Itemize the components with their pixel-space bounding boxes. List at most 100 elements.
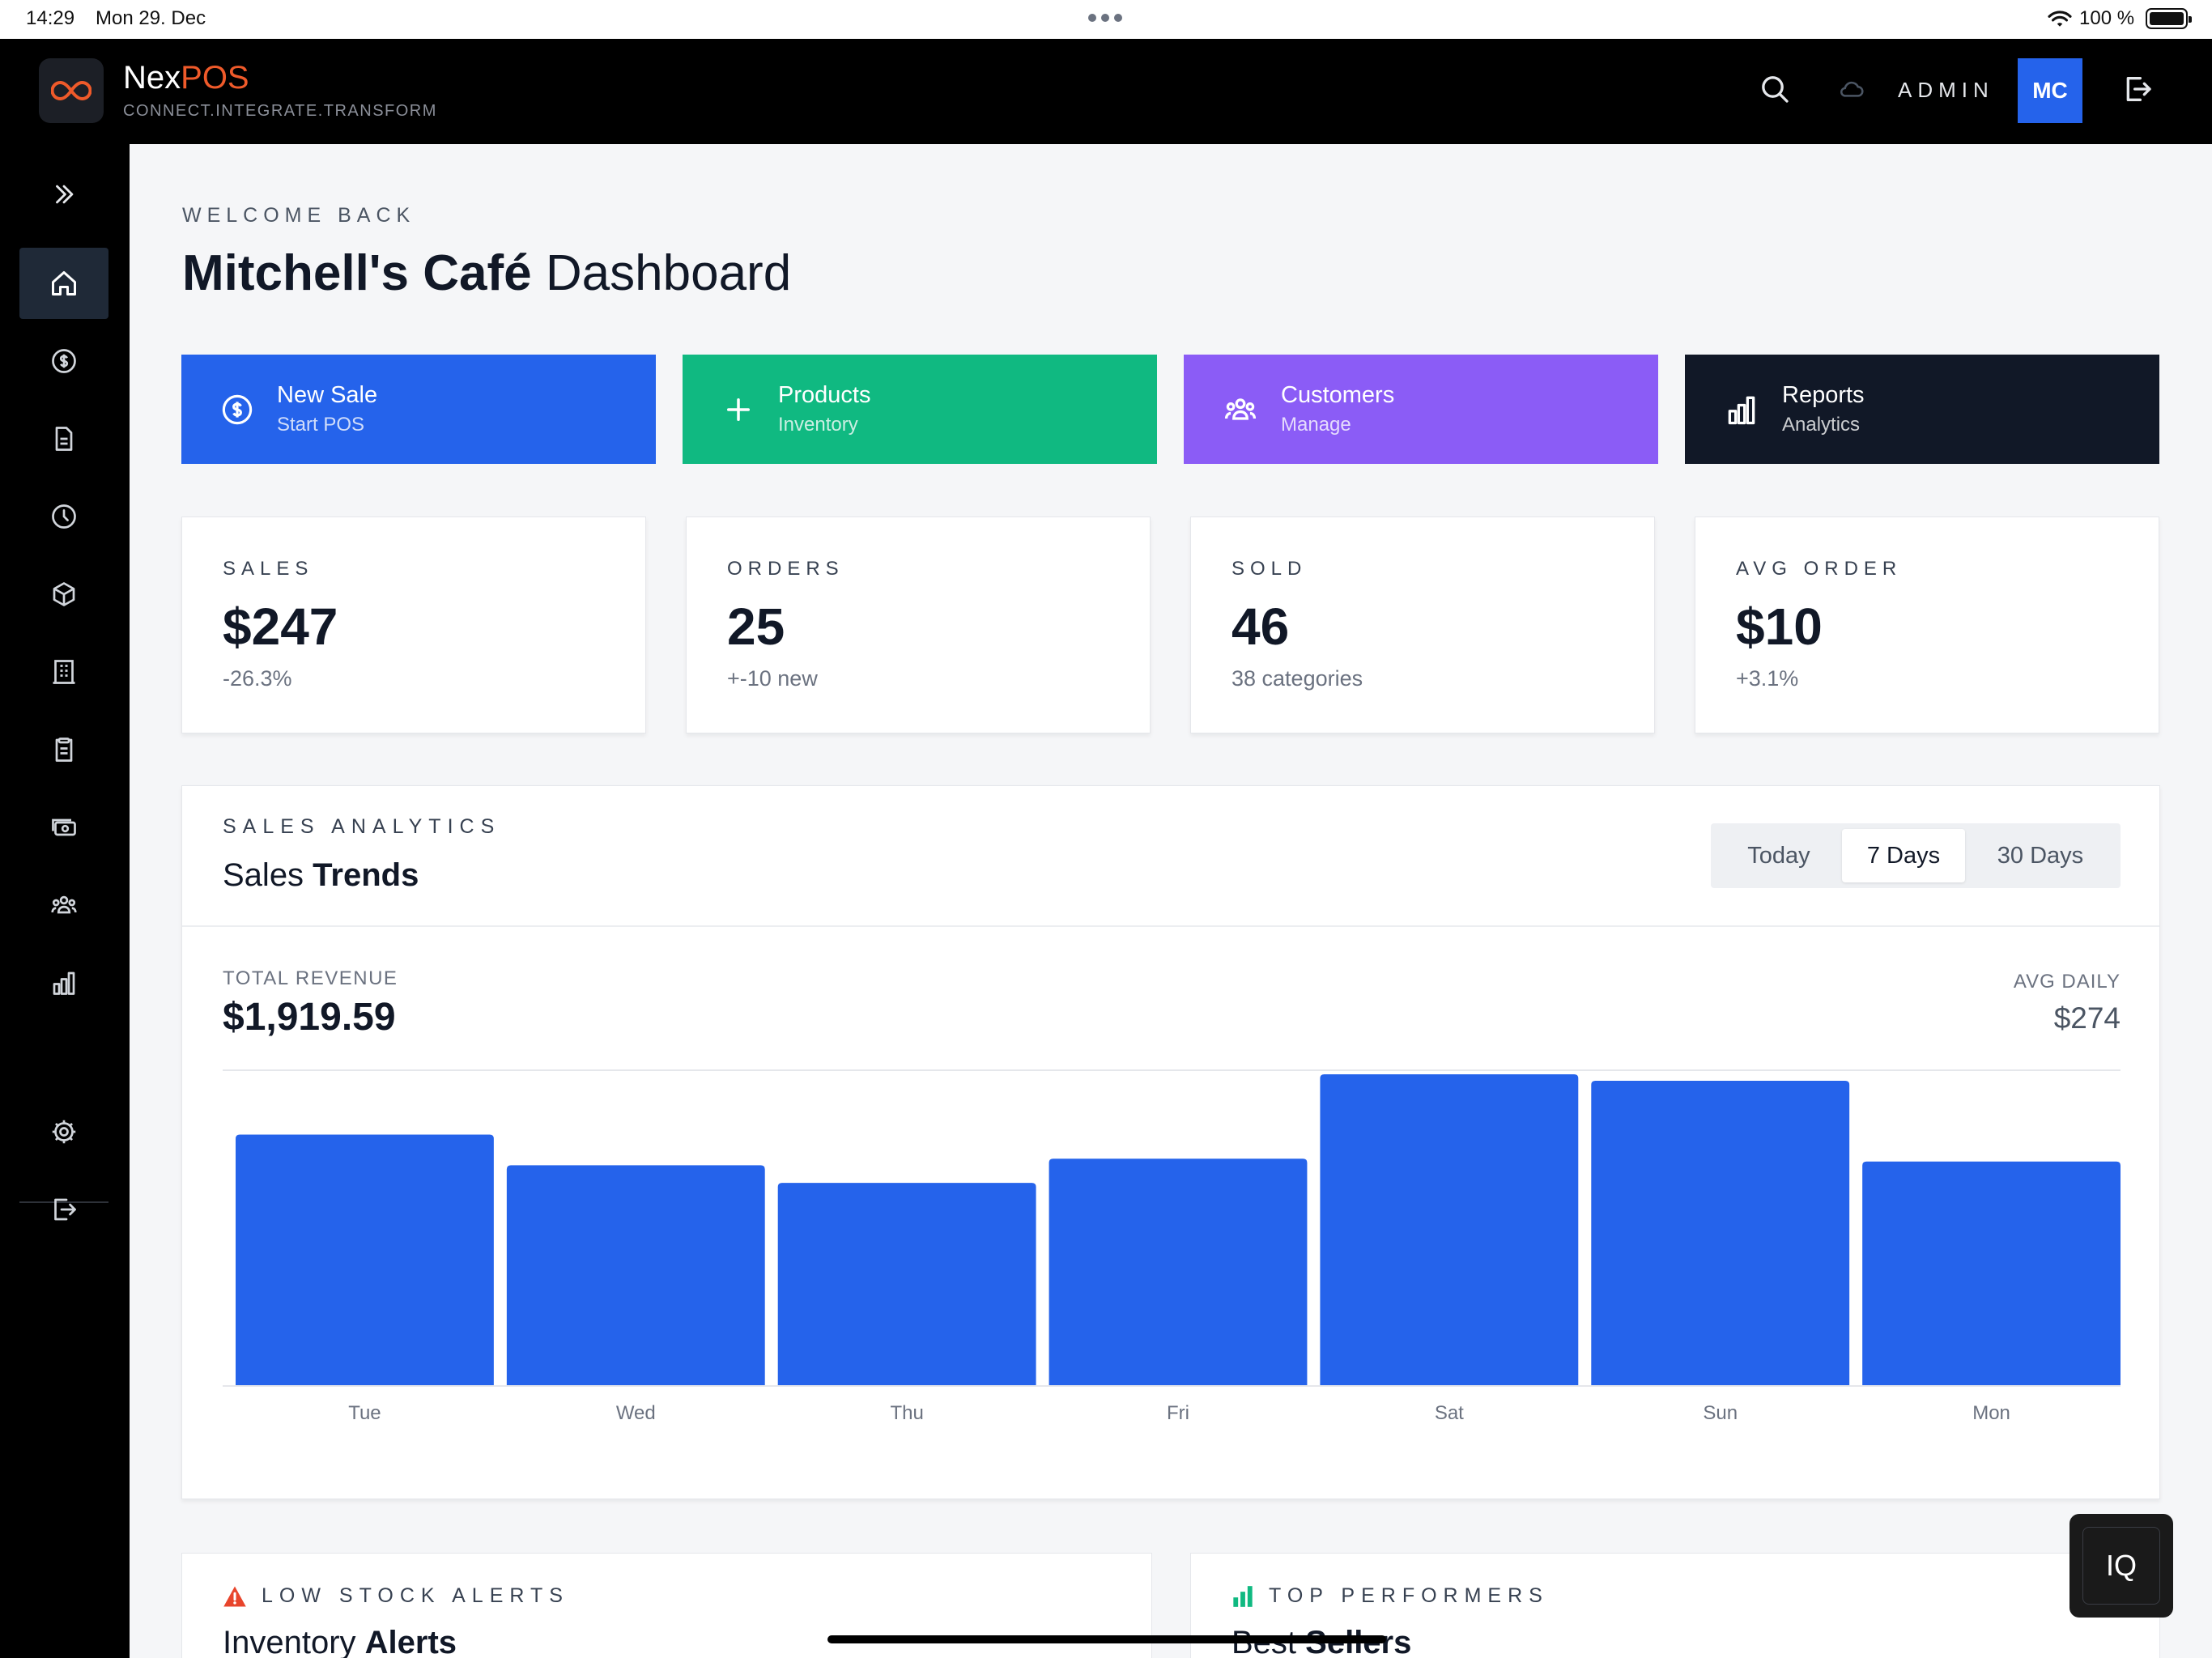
sidebar-item-home[interactable] (19, 248, 108, 319)
analytics-kicker: SALES ANALYTICS (223, 815, 501, 838)
clipboard-icon (55, 738, 73, 762)
chart-x-tick-label: Mon (1972, 1402, 2010, 1424)
chart-bar-sun[interactable] (1591, 1081, 1850, 1385)
sales-bar-chart: Tue Wed Thu Fri Sat Sun Mon (223, 1074, 2121, 1424)
stat-value: 46 (1231, 597, 1290, 656)
reports-button[interactable]: Reports Analytics (1685, 355, 2159, 464)
bar-chart-icon (1728, 396, 1755, 424)
sidebar-item-locations[interactable] (19, 636, 108, 708)
customers-subtitle: Manage (1281, 414, 1351, 436)
customers-button[interactable]: Customers Manage (1184, 355, 1658, 464)
logout-icon[interactable] (2121, 73, 2154, 105)
sidebar-item-inventory[interactable] (19, 559, 108, 630)
chart-bar-mon[interactable] (1862, 1161, 2121, 1385)
top-performers-kicker-text: TOP PERFORMERS (1269, 1584, 1549, 1607)
dollar-circle-icon (222, 394, 253, 424)
stat-change: +3.1% (1736, 666, 1799, 691)
bar-chart-icon (1233, 1585, 1253, 1607)
sidebar-item-documents[interactable] (19, 403, 108, 474)
chart-x-tick-label: Fri (1167, 1402, 1189, 1424)
stat-change: -26.3% (223, 666, 292, 691)
chart-bar-tue[interactable] (236, 1134, 494, 1385)
brand-prefix: Nex (123, 60, 181, 96)
building-icon (53, 660, 75, 684)
chart-x-tick-label: Sun (1703, 1402, 1738, 1424)
stat-change: 38 categories (1231, 666, 1363, 691)
sidebar-item-orders[interactable] (19, 714, 108, 785)
sidebar-item-history[interactable] (19, 481, 108, 552)
chart-bar-thu[interactable] (777, 1183, 1036, 1385)
new-sale-button[interactable]: New Sale Start POS (181, 355, 656, 464)
double-chevron-right-icon (56, 185, 74, 204)
sidebar-item-payments[interactable] (19, 792, 108, 863)
clock-icon (52, 504, 76, 529)
stat-label: AVG ORDER (1736, 558, 1903, 580)
products-subtitle: Inventory (778, 414, 858, 436)
cloud-icon (1838, 78, 1865, 100)
battery-percent: 100 % (2079, 7, 2135, 29)
sidebar-expand-button[interactable] (19, 159, 108, 230)
assistant-button[interactable]: IQ (2069, 1514, 2173, 1618)
sidebar-divider (19, 1201, 108, 1203)
page-title: Mitchell's Café Dashboard (182, 244, 791, 302)
stat-value: 25 (727, 597, 785, 656)
reports-title: Reports (1782, 382, 1865, 408)
home-indicator[interactable] (827, 1635, 1386, 1643)
box-icon (53, 582, 75, 606)
sidebar-item-reports[interactable] (19, 947, 108, 1018)
infinity-logo-icon[interactable] (39, 58, 104, 123)
bar-chart-icon (53, 971, 75, 995)
avatar[interactable]: MC (2018, 58, 2082, 123)
assistant-button-label: IQ (2082, 1527, 2160, 1605)
stat-card-sales: SALES $247 -26.3% (181, 517, 646, 733)
stat-label: SOLD (1231, 558, 1308, 580)
products-button[interactable]: Products Inventory (683, 355, 1157, 464)
stat-value: $247 (223, 597, 338, 656)
sidebar-item-customers[interactable] (19, 869, 108, 941)
tab-today[interactable]: Today (1747, 842, 1810, 869)
new-sale-title: New Sale (277, 382, 378, 408)
tab-7-days[interactable]: 7 Days (1842, 829, 1965, 882)
chart-bar-fri[interactable] (1049, 1158, 1308, 1385)
chart-x-tick-label: Wed (616, 1402, 656, 1424)
search-icon[interactable] (1759, 73, 1791, 105)
avg-daily-label: AVG DAILY (2013, 971, 2121, 993)
page-title-name: Mitchell's Café (182, 245, 532, 301)
brand-suffix: POS (181, 60, 249, 96)
chart-top-divider (223, 1069, 2121, 1071)
brand-tagline: CONNECT.INTEGRATE.TRANSFORM (123, 102, 437, 120)
user-role-label: ADMIN (1898, 78, 1994, 102)
stat-value: $10 (1736, 597, 1823, 656)
multitask-dots[interactable] (1088, 14, 1122, 22)
chart-bar-wed[interactable] (506, 1165, 765, 1385)
stat-label: SALES (223, 558, 314, 580)
top-performers-kicker: TOP PERFORMERS (1231, 1584, 1549, 1608)
sidebar (0, 144, 130, 1658)
analytics-title-bold: Trends (313, 857, 419, 893)
low-stock-kicker: LOW STOCK ALERTS (223, 1584, 569, 1608)
stat-card-avg-order: AVG ORDER $10 +3.1% (1695, 517, 2159, 733)
stat-change: +-10 new (727, 666, 818, 691)
sidebar-item-sales[interactable] (19, 325, 108, 397)
warning-icon (223, 1586, 246, 1606)
card-divider (182, 925, 2159, 927)
total-revenue-label: TOTAL REVENUE (223, 967, 398, 989)
chart-x-tick-label: Tue (348, 1402, 381, 1424)
customers-title: Customers (1281, 382, 1395, 408)
chart-bar-sat[interactable] (1320, 1074, 1579, 1385)
tab-30-days[interactable]: 30 Days (1997, 842, 2084, 869)
sidebar-item-logout[interactable] (19, 1174, 108, 1245)
home-icon (52, 271, 76, 295)
low-stock-title-normal: Inventory (223, 1625, 365, 1658)
low-stock-title: Inventory Alerts (223, 1625, 457, 1658)
brand-name: NexPOS (123, 60, 249, 96)
stat-label: ORDERS (727, 558, 844, 580)
sidebar-item-settings[interactable] (19, 1096, 108, 1167)
low-stock-title-bold: Alerts (364, 1625, 457, 1658)
battery-icon (2146, 8, 2192, 29)
users-icon (51, 895, 77, 914)
stat-card-sold: SOLD 46 38 categories (1190, 517, 1655, 733)
welcome-label: WELCOME BACK (182, 204, 416, 227)
range-tabs: Today 7 Days 30 Days (1711, 823, 2121, 888)
chart-x-tick-label: Sat (1435, 1402, 1464, 1424)
